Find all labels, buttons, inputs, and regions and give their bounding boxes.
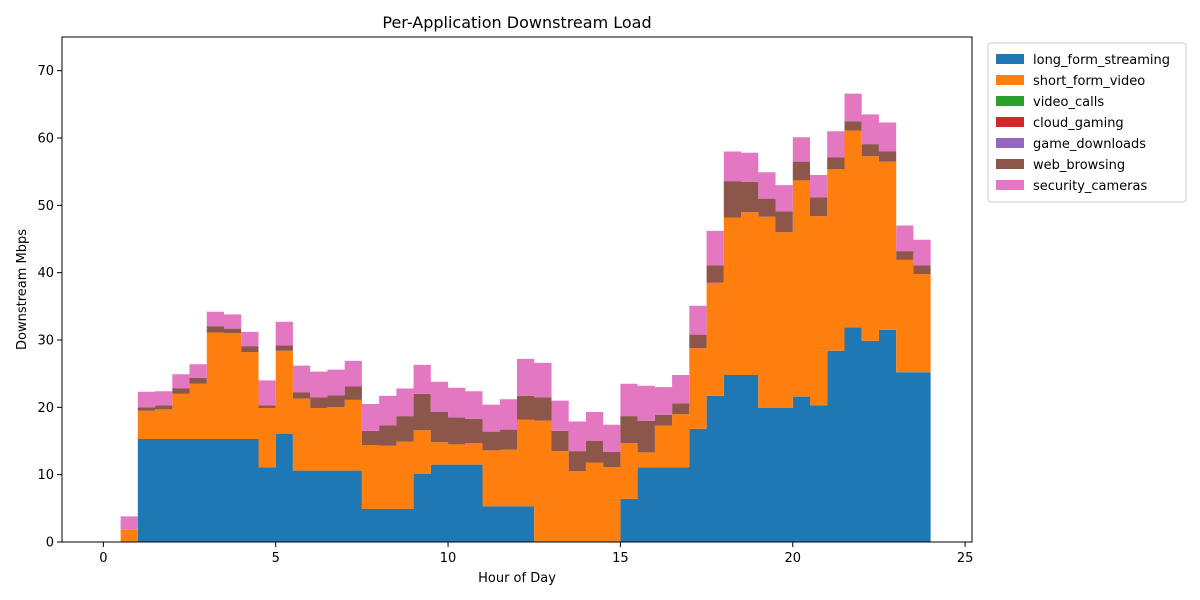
x-axis: 0 5 10 15 20 25 [99,542,973,566]
x-tick-label: 25 [957,551,974,566]
legend-box [987,42,1187,203]
y-axis-label: Downstream Mbps [15,229,30,350]
legend-swatch-short-form-video [996,75,1024,85]
plot-frame [61,36,973,543]
x-axis-label: Hour of Day [478,571,556,586]
y-tick-label: 40 [37,266,54,281]
legend-label-short-form-video: short_form_video [1033,74,1145,89]
y-tick-label: 0 [46,536,54,551]
legend-swatch-long-form-streaming [996,54,1024,64]
legend-label-game-downloads: game_downloads [1033,137,1146,152]
y-tick-label: 70 [37,64,54,79]
legend-label-video-calls: video_calls [1033,95,1104,110]
legend-label-security-cameras: security_cameras [1033,179,1147,194]
x-tick-label: 20 [784,551,801,566]
y-axis: 0 10 20 30 40 50 60 70 [37,64,62,551]
legend-swatch-game-downloads [996,138,1024,148]
y-tick-label: 60 [37,132,54,147]
x-tick-label: 5 [272,551,280,566]
legend-swatch-security-cameras [996,180,1024,190]
y-tick-label: 30 [37,334,54,349]
stacked-areas [103,93,931,542]
legend-label-long-form-streaming: long_form_streaming [1033,53,1170,68]
x-tick-label: 0 [99,551,107,566]
x-tick-label: 15 [612,551,629,566]
legend-swatch-web-browsing [996,159,1024,169]
x-tick-label: 10 [440,551,457,566]
legend-label-web-browsing: web_browsing [1033,158,1125,173]
legend-label-cloud-gaming: cloud_gaming [1033,116,1124,131]
legend: long_form_streaming short_form_videovideo… [987,42,1187,203]
legend-swatch-video-calls [996,96,1024,106]
y-tick-label: 50 [37,199,54,214]
chart-title: Per-Application Downstream Load [382,13,651,32]
legend-swatch-cloud-gaming [996,117,1024,127]
y-tick-label: 10 [37,468,54,483]
y-tick-label: 20 [37,401,54,416]
